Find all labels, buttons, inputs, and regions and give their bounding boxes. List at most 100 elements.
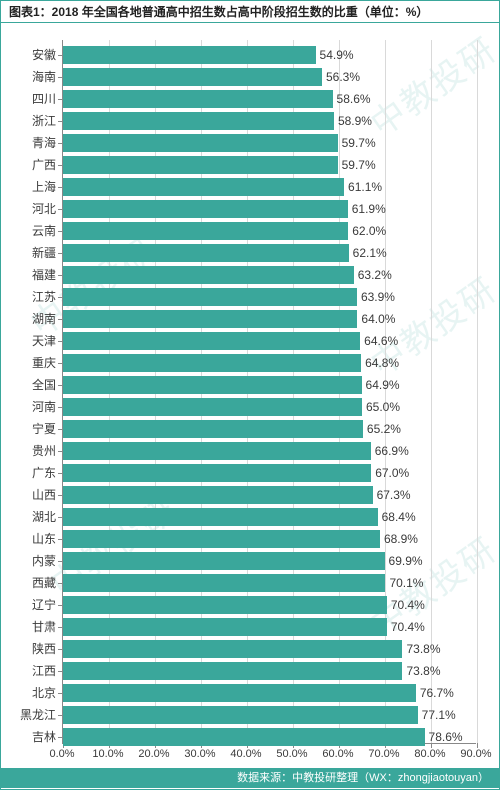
y-tickmark [58,451,63,452]
category-label: 内蒙 [0,552,56,570]
bar-value-label: 59.7% [342,156,400,174]
category-label: 新疆 [0,244,56,262]
y-tickmark [58,99,63,100]
bar [63,420,363,438]
bar [63,266,354,284]
bar [63,728,425,746]
category-label: 重庆 [0,354,56,372]
category-label: 西藏 [0,574,56,592]
bar-value-label: 64.6% [364,332,422,350]
bar [63,310,357,328]
x-tick-label: 30.0% [178,748,222,760]
bar [63,662,402,680]
bar [63,398,362,416]
bar [63,552,385,570]
y-tickmark [58,583,63,584]
y-tickmark [58,649,63,650]
bar [63,574,385,592]
y-tickmark [58,429,63,430]
bar-value-label: 63.2% [358,266,416,284]
source-footer: 数据来源：中教投研整理（WX：zhongjiaotouyan） [1,768,499,788]
bar-value-label: 69.9% [389,552,447,570]
bar [63,706,418,724]
category-label: 黑龙江 [0,706,56,724]
category-label: 山西 [0,486,56,504]
bar-value-label: 58.9% [338,112,396,130]
category-label: 吉林 [0,728,56,746]
bar-value-label: 64.0% [361,310,419,328]
bar-value-label: 70.1% [389,574,447,592]
x-tick-label: 20.0% [132,748,176,760]
bar-value-label: 70.4% [391,618,449,636]
category-label: 广东 [0,464,56,482]
bar [63,332,360,350]
bar [63,112,334,130]
y-tickmark [58,121,63,122]
y-tickmark [58,77,63,78]
bar-value-label: 61.1% [348,178,406,196]
bar-value-label: 56.3% [326,68,384,86]
y-tickmark [58,473,63,474]
category-label: 湖南 [0,310,56,328]
y-tickmark [58,165,63,166]
bar-value-label: 54.9% [320,46,378,64]
bar-value-label: 76.7% [420,684,478,702]
bar [63,596,387,614]
bar-value-label: 73.8% [406,640,464,658]
x-tick-label: 0.0% [40,748,84,760]
y-tickmark [58,495,63,496]
bar [63,442,371,460]
category-label: 江西 [0,662,56,680]
y-tickmark [58,605,63,606]
bar-value-label: 58.6% [337,90,395,108]
x-tick-label: 40.0% [224,748,268,760]
bar [63,46,316,64]
y-tickmark [58,539,63,540]
category-label: 天津 [0,332,56,350]
bar [63,90,333,108]
bar-value-label: 67.0% [375,464,433,482]
bar [63,156,338,174]
y-tickmark [58,407,63,408]
y-tickmark [58,231,63,232]
category-label: 河南 [0,398,56,416]
x-tick-label: 50.0% [270,748,314,760]
y-tickmark [58,385,63,386]
y-tickmark [58,715,63,716]
x-tick-label: 80.0% [408,748,452,760]
bar-value-label: 78.6% [429,728,487,746]
bar-value-label: 61.9% [352,200,410,218]
category-label: 青海 [0,134,56,152]
bar [63,244,349,262]
category-label: 山东 [0,530,56,548]
bar [63,134,338,152]
bar [63,464,371,482]
category-label: 海南 [0,68,56,86]
bar [63,376,362,394]
category-label: 四川 [0,90,56,108]
y-tickmark [58,341,63,342]
bar [63,354,361,372]
category-label: 浙江 [0,112,56,130]
bar [63,684,416,702]
category-label: 全国 [0,376,56,394]
category-label: 湖北 [0,508,56,526]
bar-value-label: 67.3% [377,486,435,504]
y-tickmark [58,297,63,298]
bar-value-label: 65.0% [366,398,424,416]
y-tickmark [58,693,63,694]
y-tickmark [58,671,63,672]
category-label: 河北 [0,200,56,218]
x-tick-label: 90.0% [454,748,498,760]
bar-value-label: 70.4% [391,596,449,614]
bar-value-label: 63.9% [361,288,419,306]
category-label: 陕西 [0,640,56,658]
bar [63,486,373,504]
category-label: 安徽 [0,46,56,64]
bar-value-label: 68.9% [384,530,442,548]
category-label: 北京 [0,684,56,702]
bar-value-label: 68.4% [382,508,440,526]
bar-value-label: 65.2% [367,420,425,438]
bar [63,508,378,526]
plot-area: 54.9%安徽56.3%海南58.6%四川58.9%浙江59.7%青海59.7%… [62,40,476,744]
